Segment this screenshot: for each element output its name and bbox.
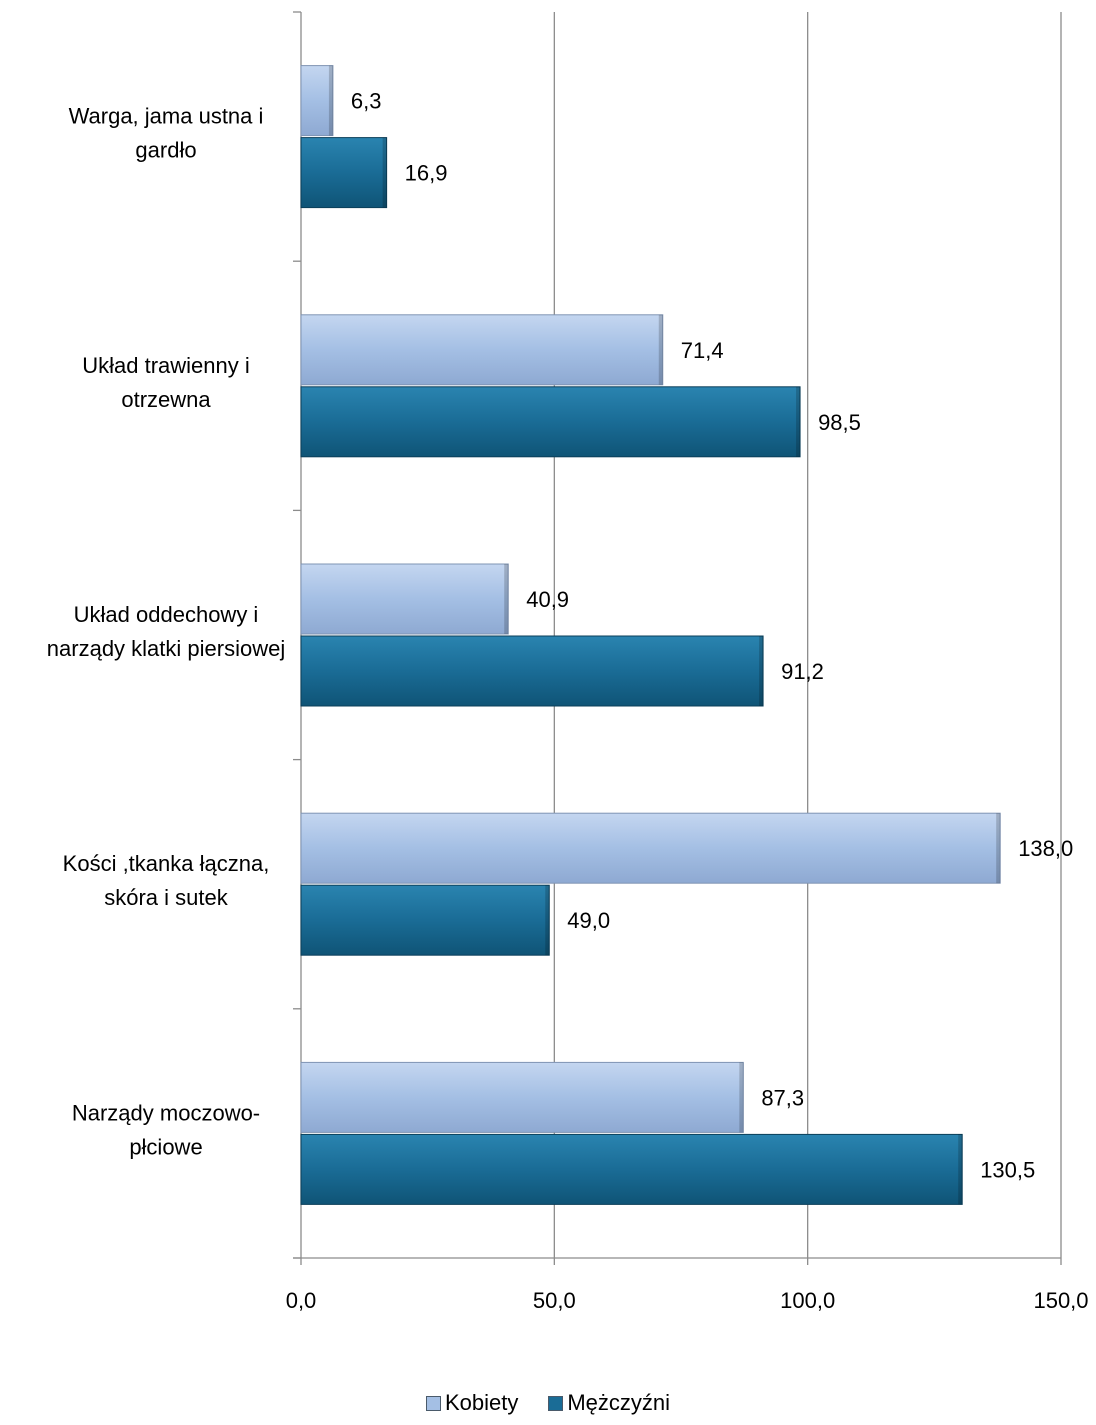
x-tick-label: 150,0 bbox=[1033, 1288, 1088, 1313]
category-label: gardło bbox=[135, 138, 196, 163]
data-label: 91,2 bbox=[781, 659, 824, 684]
bar-kobiety bbox=[300, 812, 1001, 884]
data-label: 49,0 bbox=[567, 908, 610, 933]
gridlines bbox=[553, 12, 1062, 1258]
category-label: płciowe bbox=[129, 1134, 202, 1159]
data-label: 6,3 bbox=[351, 89, 382, 114]
data-label: 87,3 bbox=[761, 1085, 804, 1110]
bar-mezczyzni bbox=[300, 137, 388, 209]
category-label: Kości ,tkanka łączna, bbox=[63, 851, 270, 876]
bar-shading bbox=[796, 386, 801, 457]
data-label: 16,9 bbox=[405, 161, 448, 186]
legend-label-kobiety: Kobiety bbox=[444, 1390, 519, 1415]
bars bbox=[300, 65, 1001, 1205]
legend-item-mezczyzni: Mężczyźni bbox=[548, 1390, 670, 1416]
bar-kobiety bbox=[300, 1061, 744, 1133]
category-label: Układ oddechowy i bbox=[74, 602, 259, 627]
bar-mezczyzni bbox=[300, 386, 801, 458]
labels: 6,3 16,9 Warga, jama ustna i gardło 71,4 98,5… bbox=[47, 89, 1073, 1183]
bar-shading bbox=[504, 564, 509, 634]
x-tick-label: 50,0 bbox=[533, 1288, 576, 1313]
bar-shading bbox=[328, 65, 333, 136]
category-label: narządy klatki piersiowej bbox=[47, 636, 285, 661]
bar-kobiety bbox=[300, 65, 334, 137]
legend-label-mezczyzni: Mężczyźni bbox=[567, 1390, 671, 1415]
legend-swatch-mezczyzni bbox=[548, 1395, 564, 1411]
data-label: 138,0 bbox=[1018, 836, 1073, 861]
data-label: 130,5 bbox=[980, 1157, 1035, 1182]
legend-item-kobiety: Kobiety bbox=[425, 1390, 519, 1416]
bar-kobiety bbox=[300, 314, 664, 386]
bar-mezczyzni bbox=[300, 884, 550, 956]
data-label: 98,5 bbox=[818, 410, 861, 435]
category-label: skóra i sutek bbox=[104, 885, 228, 910]
axes: 0,0 50,0 100,0 150,0 bbox=[286, 11, 1089, 1313]
bar-shading bbox=[958, 1134, 963, 1205]
x-tick-label: 0,0 bbox=[286, 1288, 317, 1313]
data-label: 40,9 bbox=[526, 587, 569, 612]
category-label: Układ trawienny i bbox=[82, 353, 250, 378]
data-label: 71,4 bbox=[681, 338, 724, 363]
category-label: otrzewna bbox=[121, 387, 211, 412]
category-label: Warga, jama ustna i bbox=[69, 104, 264, 129]
category-label: Narządy moczowo- bbox=[72, 1100, 260, 1125]
bar-mezczyzni bbox=[300, 635, 764, 707]
bar-kobiety bbox=[300, 563, 509, 635]
bar-shading bbox=[759, 636, 764, 706]
bar-shading bbox=[382, 137, 387, 208]
x-tick-label: 100,0 bbox=[780, 1288, 835, 1313]
legend: Kobiety Mężczyźni bbox=[0, 1390, 1096, 1416]
bar-shading bbox=[996, 813, 1001, 884]
bar-shading bbox=[739, 1062, 744, 1133]
bar-shading bbox=[658, 314, 663, 385]
bar-shading bbox=[545, 885, 550, 956]
bar-mezczyzni bbox=[300, 1133, 963, 1205]
legend-swatch-kobiety bbox=[425, 1395, 441, 1411]
